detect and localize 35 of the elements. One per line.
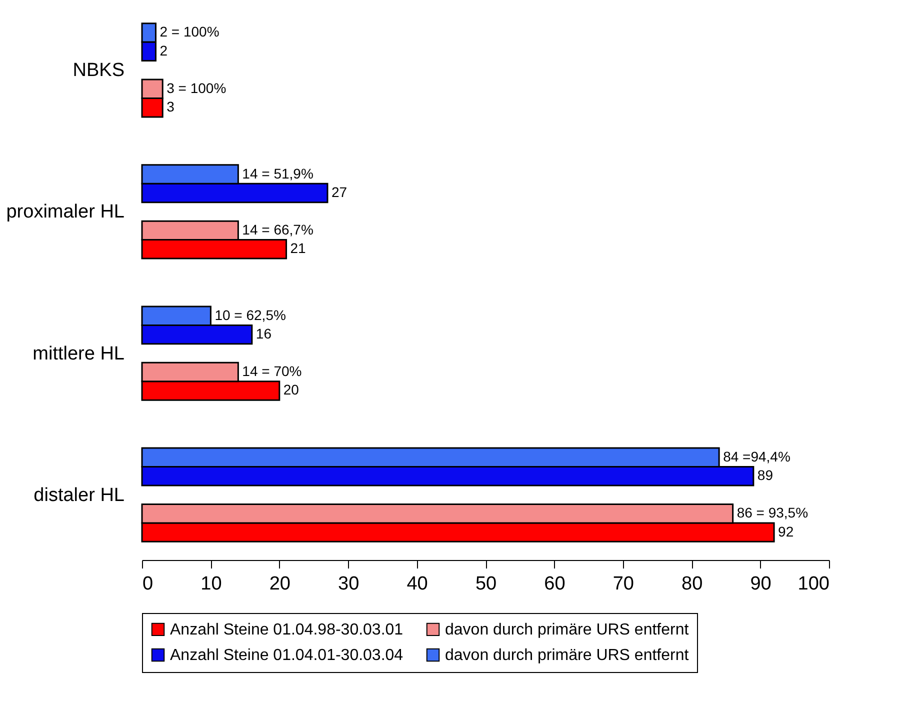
legend-label: Anzahl Steine 01.04.98-30.03.01 [170,621,404,638]
data-label: 20 [283,382,300,398]
x-tick-label: 0 [142,574,154,594]
x-tick-label: 90 [750,574,772,594]
legend-label: Anzahl Steine 01.04.01-30.03.04 [170,647,404,664]
data-label: 86 = 93,5% [736,504,808,521]
data-label: 2 = 100% [160,24,220,40]
data-label: 27 [331,184,348,200]
data-label: 2 [160,42,168,58]
data-label: 21 [290,240,306,256]
data-label: 3 = 100% [166,80,226,96]
data-label: 84 =94,4% [723,448,790,464]
data-label: 14 = 70% [242,363,302,380]
x-tick-label: 40 [406,574,428,594]
data-label: 14 = 51,9% [242,165,314,182]
data-label: 10 = 62,5% [214,306,286,323]
legend-label: davon durch primäre URS entfernt [445,647,690,664]
x-tick-label: 60 [544,574,566,594]
x-tick-label: 80 [682,574,703,594]
y-tick-label: mittlere HL [32,343,124,364]
data-label: 16 [256,326,272,342]
data-label: 92 [778,523,794,540]
x-tick-label: 20 [269,574,290,594]
x-tick-label: 70 [612,574,634,594]
x-tick-label: 30 [338,574,360,594]
x-tick-label: 50 [475,574,497,594]
data-label: 3 [166,98,175,115]
data-label: 14 = 66,7% [242,221,314,238]
legend-label: davon durch primäre URS entfernt [445,621,690,638]
y-tick-label: distaler HL [34,484,124,506]
x-tick-label: 100 [798,574,830,594]
y-tick-label: proximaler HL [6,202,124,223]
y-tick-label: NBKS [72,60,124,82]
data-label: 89 [757,467,774,484]
x-tick-label: 10 [200,574,222,594]
